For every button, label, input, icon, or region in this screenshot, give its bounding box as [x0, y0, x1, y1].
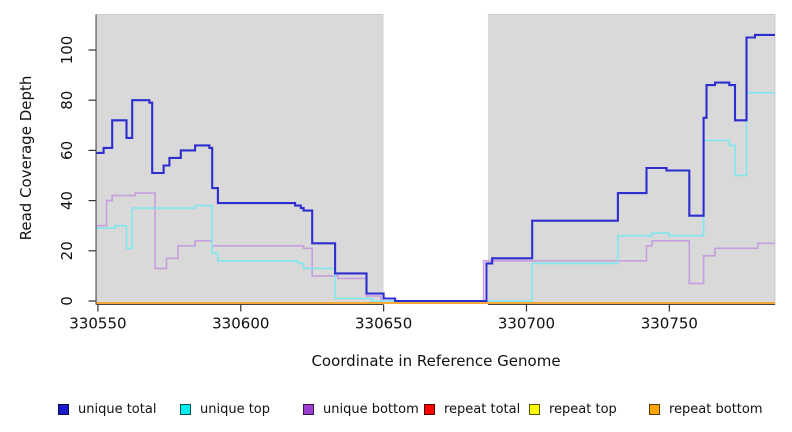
y-tick-label: 0 — [58, 296, 76, 306]
legend-label: repeat total — [444, 401, 521, 417]
legend: unique total unique top unique bottom repea… — [0, 398, 792, 420]
x-axis-label: Coordinate in Reference Genome — [311, 352, 561, 370]
no-data-region — [383, 14, 488, 306]
legend-label: unique bottom — [323, 401, 419, 417]
y-tick-label: 100 — [58, 36, 76, 65]
legend-swatch — [529, 403, 540, 415]
legend-label: repeat bottom — [669, 401, 763, 417]
legend-label: repeat top — [549, 401, 617, 417]
legend-swatch — [303, 403, 314, 415]
y-tick-label: 20 — [58, 241, 76, 260]
legend-swatch — [649, 403, 660, 415]
y-tick-label: 60 — [58, 141, 76, 160]
plot-area: 0 20 40 60 80 100 330550 330600 330650 330700 3307… — [58, 14, 776, 333]
legend-label: unique total — [78, 401, 157, 417]
legend-item-unique-bottom: unique bottom — [303, 398, 419, 420]
legend-label: unique top — [200, 401, 271, 417]
legend-item-unique-total: unique total — [58, 398, 156, 420]
legend-swatch — [58, 403, 69, 415]
series-line-unique-bottom — [96, 192, 775, 302]
legend-item-repeat-total: repeat total — [424, 398, 520, 420]
legend-swatch — [424, 403, 435, 415]
legend-item-repeat-top: repeat top — [529, 398, 617, 420]
x-tick-label: 330600 — [212, 315, 269, 333]
x-tick-label: 330650 — [355, 315, 412, 333]
y-tick-label: 40 — [58, 191, 76, 210]
x-tick-label: 330700 — [498, 315, 555, 333]
legend-swatch — [180, 403, 191, 415]
legend-item-unique-top: unique top — [180, 398, 270, 420]
legend-item-repeat-bottom: repeat bottom — [649, 398, 763, 420]
x-tick-label: 330550 — [69, 315, 126, 333]
y-tick-label: 80 — [58, 91, 76, 110]
series-line-unique-top — [96, 91, 775, 302]
y-axis-label: Read Coverage Depth — [17, 75, 35, 241]
x-tick-label: 330750 — [641, 315, 698, 333]
series-line-unique-total — [96, 33, 775, 303]
